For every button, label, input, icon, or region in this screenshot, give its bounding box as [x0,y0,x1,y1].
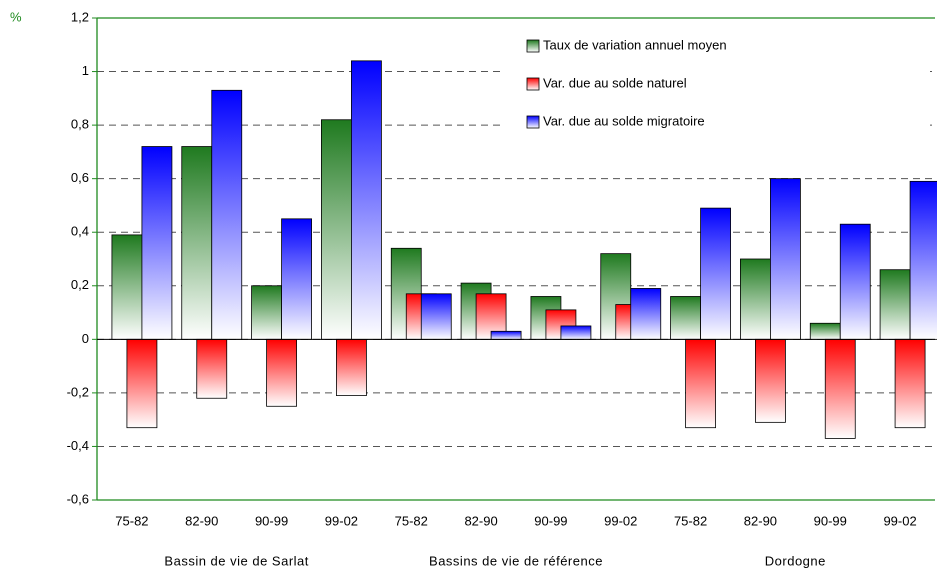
x-tick-label: 82-90 [185,513,218,528]
x-tick-label: 99-02 [325,513,358,528]
bar [700,207,731,340]
y-tick-label: -0,2 [67,384,89,399]
y-tick-label: -0,6 [67,491,89,506]
legend-box [505,30,930,148]
x-tick-label: 90-99 [814,513,847,528]
y-tick-label: 1 [82,63,89,78]
bar [321,119,352,340]
x-tick-label: 99-02 [883,513,916,528]
bar [670,296,701,340]
bar [740,258,771,340]
x-tick-label: 82-90 [464,513,497,528]
bar [770,178,801,340]
bar [560,325,592,340]
group-label: Dordogne [765,553,826,568]
bar [909,180,937,340]
bar [126,338,158,429]
bar [251,285,282,340]
bar [420,293,452,340]
x-tick-label: 90-99 [534,513,567,528]
x-tick-label: 75-82 [395,513,428,528]
group-label: Bassin de vie de Sarlat [164,553,308,568]
legend-label: Var. due au solde naturel [543,75,687,90]
y-tick-label: 0,8 [71,117,89,132]
bar [490,330,522,340]
legend-label: Taux de variation annuel moyen [543,37,727,52]
bar [266,338,297,407]
bar [824,338,856,439]
bar [196,338,228,399]
y-tick-label: 0 [82,331,89,346]
bar [281,218,312,340]
y-axis-label: % [10,9,22,24]
y-tick-label: 0,6 [71,170,89,185]
x-tick-label: 99-02 [604,513,637,528]
bar [351,60,382,340]
x-tick-label: 90-99 [255,513,288,528]
bar [839,223,871,340]
legend-label: Var. due au solde migratoire [543,113,705,128]
bar [111,234,143,340]
bar [879,269,911,340]
bar [336,338,367,396]
bar [809,322,841,340]
bar [181,146,213,340]
bar [894,338,926,429]
legend-swatch [526,115,540,129]
y-tick-label: 0,4 [71,224,89,239]
bar [211,89,243,340]
y-tick-label: 0,2 [71,277,89,292]
bar [685,338,716,429]
y-tick-label: -0,4 [67,438,89,453]
legend-swatch [526,39,540,53]
group-label: Bassins de vie de référence [429,553,603,568]
y-tick-label: 1,2 [71,9,89,24]
bar [630,288,662,340]
legend-swatch [526,77,540,91]
bar [141,146,173,340]
bar [755,338,786,423]
x-tick-label: 82-90 [744,513,777,528]
x-tick-label: 75-82 [674,513,707,528]
x-tick-label: 75-82 [115,513,148,528]
